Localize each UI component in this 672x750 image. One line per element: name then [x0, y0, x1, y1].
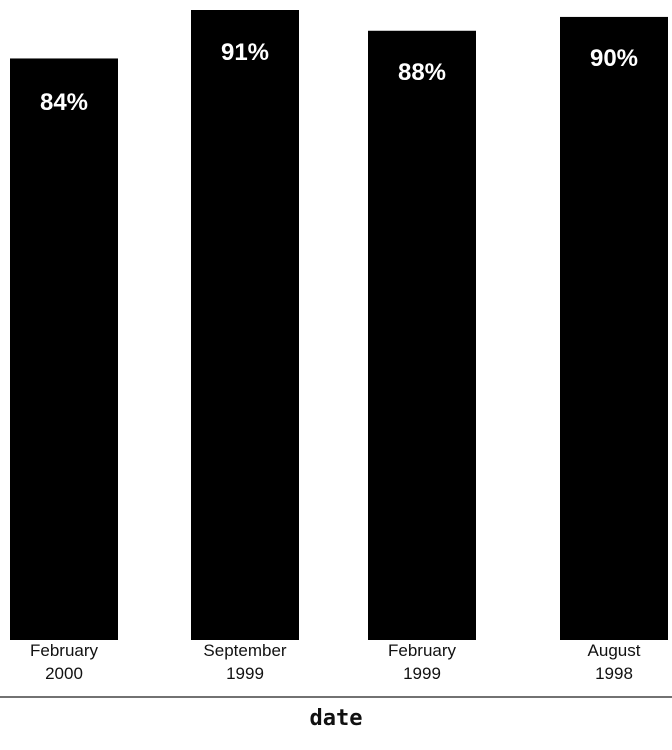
- bar-1: [191, 10, 299, 640]
- value-label-1: 91%: [221, 39, 269, 66]
- category-label-1-line-1: 1999: [226, 664, 264, 683]
- bar-0: [10, 58, 118, 640]
- value-label-2: 88%: [398, 59, 446, 86]
- bar-2: [368, 30, 476, 641]
- x-axis-label: date: [310, 706, 363, 731]
- category-label-0-line-0: February: [30, 641, 99, 660]
- category-label-1-line-0: September: [203, 641, 286, 660]
- category-label-3-line-0: August: [588, 641, 641, 660]
- category-label-2-line-0: February: [388, 641, 457, 660]
- category-label-3-line-1: 1998: [595, 664, 633, 683]
- bars-group: [10, 10, 668, 641]
- value-labels-group: 84% 91% 88% 90%: [40, 39, 638, 116]
- category-label-2-line-1: 1999: [403, 664, 441, 683]
- category-labels-group: February 2000 September 1999 February 1999 Aug…: [30, 641, 641, 683]
- value-label-3: 90%: [590, 45, 638, 72]
- value-label-0: 84%: [40, 89, 88, 116]
- category-label-0-line-1: 2000: [45, 664, 83, 683]
- bar-3: [560, 16, 668, 640]
